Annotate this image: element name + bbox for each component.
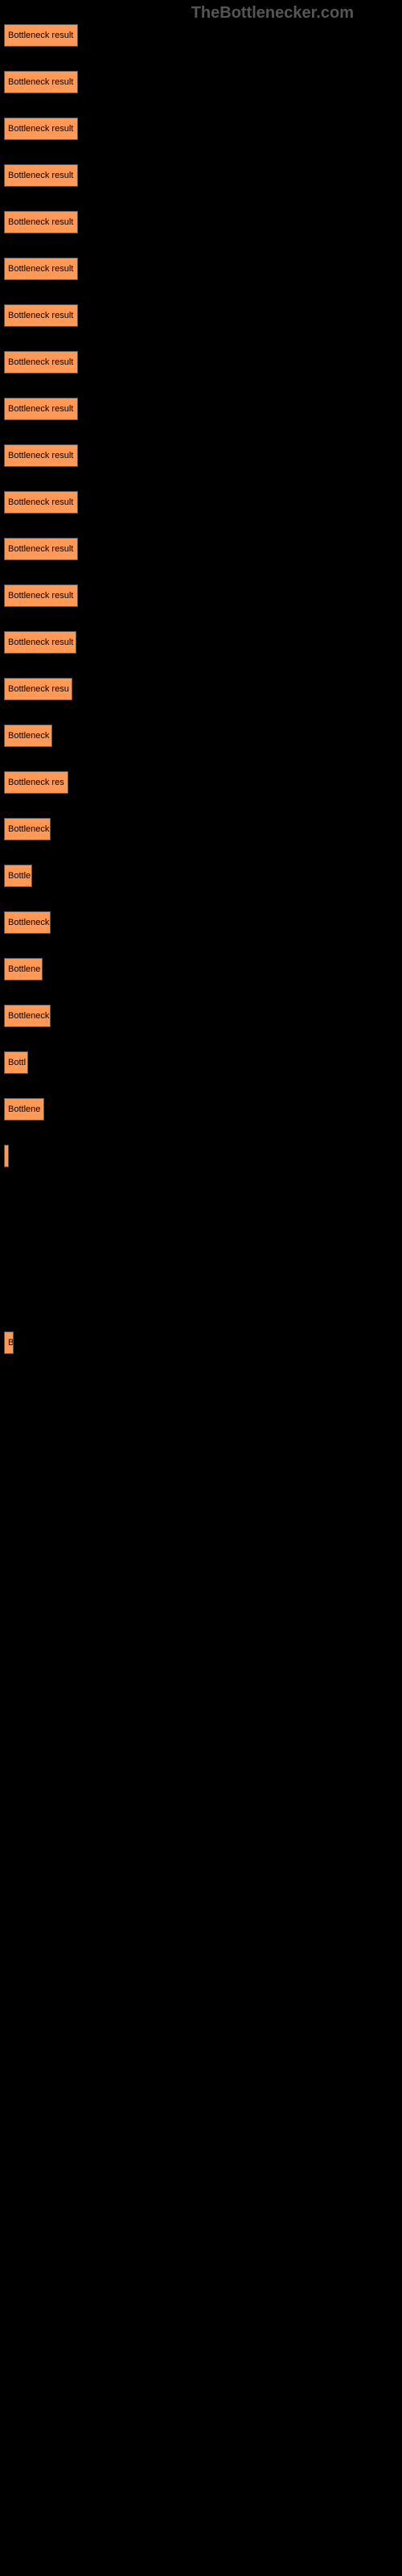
bar-label: Bottleneck res <box>8 778 64 787</box>
bar-row: Bottleneck result <box>4 491 402 514</box>
bar-chart: Bottleneck result Bottleneck result Bottle… <box>0 0 402 1354</box>
bar-label: Bottleneck result <box>8 311 73 320</box>
bar-label: Bottleneck result <box>8 264 73 274</box>
bar-row: Bottleneck result <box>4 398 402 420</box>
bar-row <box>4 1191 402 1214</box>
bar-row: Bottleneck <box>4 911 402 934</box>
bar: Bottleneck result <box>4 71 78 93</box>
bar-label: Bottleneck result <box>8 171 73 180</box>
bar: Bottleneck <box>4 911 51 934</box>
bar-row: Bottleneck result <box>4 211 402 233</box>
bar: Bottleneck result <box>4 118 78 140</box>
bar: Bottleneck <box>4 724 52 747</box>
bar: Bottleneck result <box>4 24 78 47</box>
bar: Bottleneck result <box>4 211 78 233</box>
bar-row: Bottlene <box>4 1098 402 1121</box>
bar-row: Bottleneck result <box>4 71 402 93</box>
bar-label: Bottlene <box>8 964 40 974</box>
bar-label: Bottleneck result <box>8 404 73 414</box>
bar-row: Bottleneck result <box>4 351 402 374</box>
bar: Bottleneck result <box>4 444 78 467</box>
bar: Bottleneck result <box>4 584 78 607</box>
bar-row: Bottleneck result <box>4 444 402 467</box>
bar: Bottleneck result <box>4 491 78 514</box>
bar: Bottle <box>4 865 32 887</box>
bar: Bottleneck result <box>4 398 78 420</box>
bar-row: B <box>4 1331 402 1354</box>
bar-row: Bottleneck <box>4 1005 402 1027</box>
bar: Bottlene <box>4 958 43 980</box>
bar: Bottleneck <box>4 818 51 840</box>
bar-row: Bottleneck resu <box>4 678 402 700</box>
bar: Bottleneck resu <box>4 678 72 700</box>
bar: Bottleneck result <box>4 304 78 327</box>
bar-label: Bottleneck <box>8 918 49 927</box>
bar-label: Bottleneck result <box>8 357 73 367</box>
bar-label: Bottleneck result <box>8 544 73 554</box>
bar-row: Bottleneck result <box>4 164 402 187</box>
bar-label: Bottleneck <box>8 1011 49 1021</box>
bar-label: Bottleneck result <box>8 217 73 227</box>
bar-row: Bottle <box>4 865 402 887</box>
bar-row: Bottleneck <box>4 818 402 840</box>
bar-label: Bottlene <box>8 1104 40 1114</box>
bar-label: Bottleneck result <box>8 31 73 40</box>
bar: Bottleneck <box>4 1005 51 1027</box>
bar: Bottl <box>4 1051 28 1074</box>
bar: Bottleneck result <box>4 631 76 654</box>
bar-row: Bottleneck result <box>4 538 402 560</box>
bar: Bottleneck result <box>4 164 78 187</box>
bar-row: Bottleneck result <box>4 118 402 140</box>
bar-row: Bottlene <box>4 958 402 980</box>
bar <box>4 1145 9 1167</box>
bar: Bottlene <box>4 1098 44 1121</box>
bar-label: Bottl <box>8 1058 26 1067</box>
bar-row <box>4 1285 402 1307</box>
bar-label: Bottleneck result <box>8 124 73 134</box>
bar: Bottleneck result <box>4 538 78 560</box>
bar: Bottleneck res <box>4 771 68 794</box>
bar-row <box>4 1145 402 1167</box>
bar-row: Bottleneck result <box>4 258 402 280</box>
bar-row <box>4 1238 402 1261</box>
bar-label: Bottleneck result <box>8 638 73 647</box>
bar-label: Bottleneck result <box>8 77 73 87</box>
bar-row: Bottleneck result <box>4 631 402 654</box>
bar-row: Bottleneck res <box>4 771 402 794</box>
bar-label: Bottleneck result <box>8 497 73 507</box>
bar-row: Bottleneck result <box>4 304 402 327</box>
bar-row: Bottleneck result <box>4 584 402 607</box>
bar: B <box>4 1331 14 1354</box>
watermark-text: TheBottlenecker.com <box>191 4 354 23</box>
bar-label: Bottleneck result <box>8 591 73 601</box>
bar: Bottleneck result <box>4 351 78 374</box>
bar-label: B <box>8 1338 14 1348</box>
bar-row: Bottl <box>4 1051 402 1074</box>
bar-label: Bottleneck result <box>8 451 73 460</box>
bar-label: Bottle <box>8 871 31 881</box>
bar-row: Bottleneck result <box>4 24 402 47</box>
bar-label: Bottleneck <box>8 824 49 834</box>
bar-label: Bottleneck resu <box>8 684 69 694</box>
bar-row: Bottleneck <box>4 724 402 747</box>
bar: Bottleneck result <box>4 258 78 280</box>
bar-label: Bottleneck <box>8 731 49 741</box>
